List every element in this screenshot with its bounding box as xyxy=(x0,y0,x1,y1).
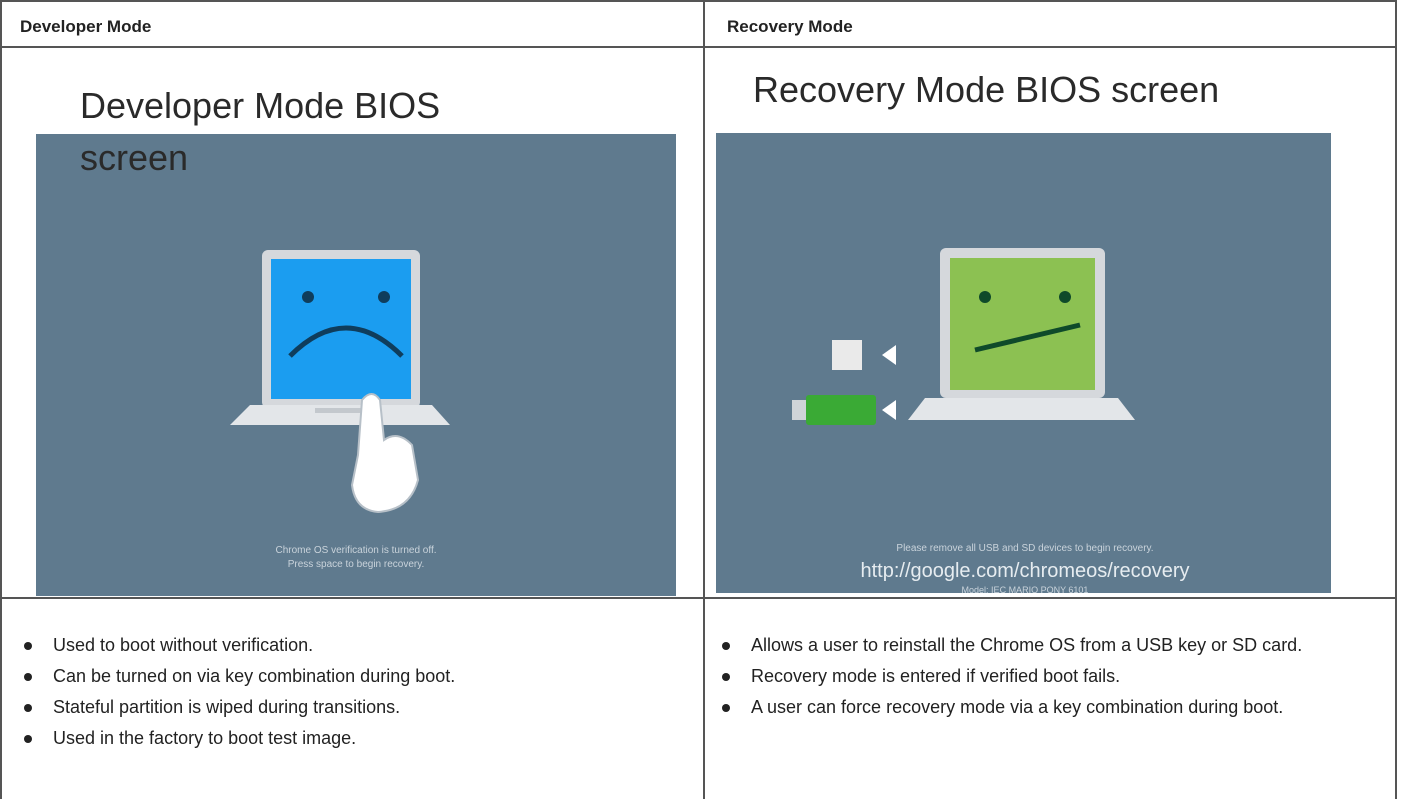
caption-url: http://google.com/chromeos/recovery xyxy=(860,560,1190,582)
bullet: A user can force recovery mode via a key… xyxy=(718,692,1363,723)
bullet-list: Used to boot without verification. Can b… xyxy=(20,630,680,754)
illustrations xyxy=(36,133,1331,596)
bullet-list: Allows a user to reinstall the Chrome OS… xyxy=(718,630,1363,723)
border xyxy=(0,0,2,799)
image-title: Developer Mode BIOS screen xyxy=(80,85,441,178)
caption: Please remove all USB and SD devices to … xyxy=(896,543,1154,554)
bullet: Can be turned on via key combination dur… xyxy=(20,661,680,692)
bullet: Used in the factory to boot test image. xyxy=(20,723,680,754)
laptop-recovery xyxy=(792,248,1135,425)
border xyxy=(0,0,1397,2)
border xyxy=(0,46,1397,48)
bullet: Allows a user to reinstall the Chrome OS… xyxy=(718,630,1363,661)
caption: Chrome OS verification is turned off. xyxy=(275,545,437,556)
bullet: Used to boot without verification. xyxy=(20,630,680,661)
header: Developer Mode xyxy=(20,17,152,36)
border xyxy=(703,0,705,799)
caption: Press space to begin recovery. xyxy=(287,559,425,570)
laptop-sad xyxy=(230,250,450,514)
border xyxy=(1395,0,1397,799)
image-title: Recovery Mode BIOS screen xyxy=(753,69,1220,110)
bullet: Recovery mode is entered if verified boo… xyxy=(718,661,1363,692)
caption: Model: IEC MARIO PONY 6101 xyxy=(961,585,1089,595)
header: Recovery Mode xyxy=(727,17,853,36)
bullet: Stateful partition is wiped during trans… xyxy=(20,692,680,723)
border xyxy=(0,597,1397,599)
